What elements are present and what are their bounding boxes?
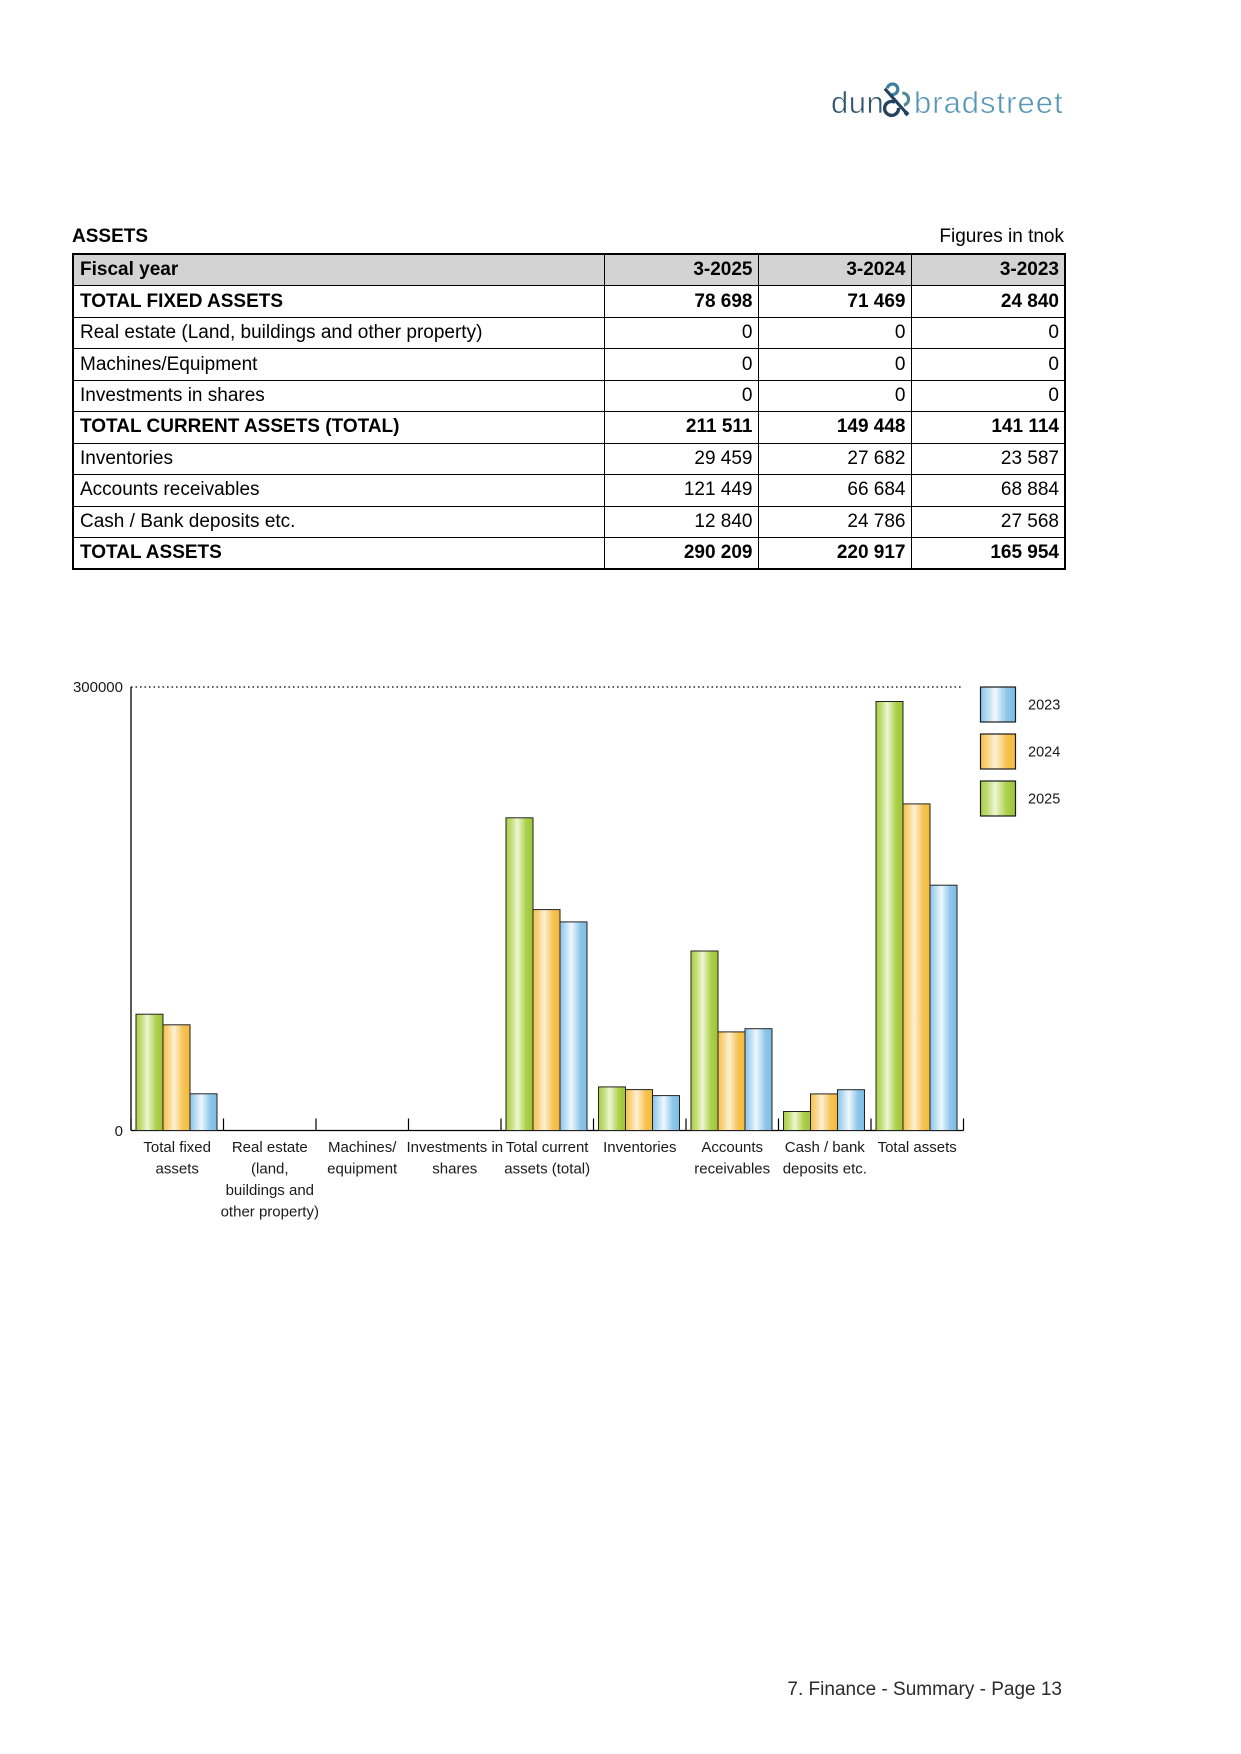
svg-text:(land,: (land,	[251, 1161, 289, 1178]
svg-text:other property): other property)	[221, 1204, 319, 1221]
svg-text:2025: 2025	[1028, 792, 1060, 808]
svg-text:300000: 300000	[73, 679, 123, 696]
svg-text:2024: 2024	[1028, 745, 1060, 761]
svg-text:assets: assets	[156, 1161, 199, 1178]
svg-text:Investments in: Investments in	[406, 1139, 503, 1156]
svg-text:Real estate: Real estate	[232, 1139, 308, 1156]
svg-text:assets (total): assets (total)	[504, 1161, 590, 1178]
svg-text:shares: shares	[432, 1161, 477, 1178]
svg-text:2023: 2023	[1028, 698, 1060, 714]
svg-text:Inventories: Inventories	[603, 1139, 676, 1156]
svg-text:Accounts: Accounts	[701, 1139, 763, 1156]
svg-text:Cash / bank: Cash / bank	[785, 1139, 866, 1156]
svg-text:0: 0	[115, 1123, 123, 1140]
svg-text:Machines/: Machines/	[328, 1139, 397, 1156]
svg-text:buildings and: buildings and	[226, 1182, 314, 1199]
svg-text:receivables: receivables	[694, 1161, 770, 1178]
svg-text:equipment: equipment	[327, 1161, 398, 1178]
svg-text:Total current: Total current	[506, 1139, 589, 1156]
svg-text:deposits etc.: deposits etc.	[783, 1161, 867, 1178]
svg-text:Total fixed: Total fixed	[143, 1139, 211, 1156]
svg-text:Total assets: Total assets	[878, 1139, 957, 1156]
